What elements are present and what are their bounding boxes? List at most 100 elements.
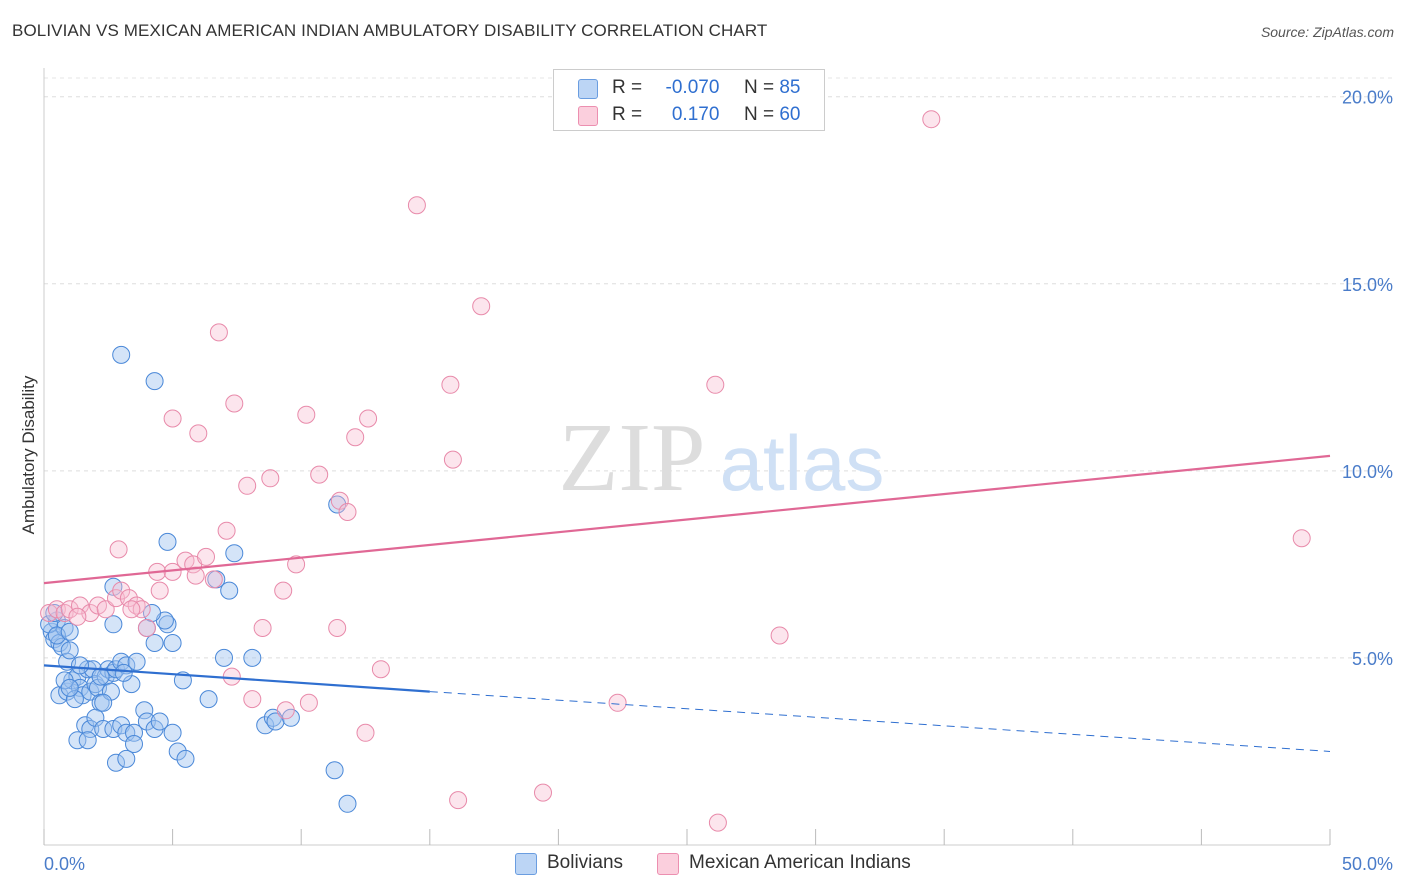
tick-labels: 5.0% 10.0% 15.0% 20.0% 0.0% 50.0% [44,88,1393,874]
bolivian-point [125,735,143,753]
bolivian-point [65,690,84,709]
watermark: ZIP atlas [559,404,885,512]
mexican-american-indian-point [122,600,141,619]
trend-line-mexican-american-indians [43,454,1331,585]
bolivian-point [168,742,187,761]
mexican-american-indian-point [217,521,236,540]
watermark-atlas: atlas [720,419,885,507]
mexican-american-indian-point [472,297,491,316]
mexican-american-indian-point [299,693,318,712]
y-tick-label: 5.0% [1352,649,1393,669]
bottom-legend-label: Mexican American Indians [689,852,911,873]
mexican-american-indian-point [338,503,357,521]
mexican-american-indian-point [922,110,941,129]
bolivian-point [266,712,285,731]
bolivian-point [215,648,233,667]
correlation-legend: R = -0.070 N = 85 R = 0.170 N = 60 [553,69,825,131]
mexican-american-indian-point [96,600,115,619]
mexican-american-indian-point [112,581,131,600]
mexican-american-indian-point [449,791,468,810]
chart-title: BOLIVIAN VS MEXICAN AMERICAN INDIAN AMBU… [12,21,768,40]
bolivian-point [68,731,87,750]
mexican-american-indian-point [770,626,789,645]
y-tick-label: 10.0% [1342,462,1393,482]
legend-swatch-blue [578,79,598,99]
mexican-american-indian-point [261,469,280,488]
mexican-american-indian-point [407,196,426,215]
mexican-american-indian-point [274,581,293,600]
bolivian-point [94,693,113,712]
legend-n-label: N = [743,104,775,125]
bolivian-point [137,712,156,731]
bolivian-point [107,753,125,772]
legend-r-label: R = [612,77,643,98]
bolivian-point [225,544,244,563]
trend-lines [43,454,1331,752]
bolivian-point [256,716,275,735]
mexican-american-indian-point [443,450,462,469]
chart-source: Source: ZipAtlas.com [1260,24,1394,40]
bolivian-point [71,656,89,675]
bolivian-point [163,723,182,742]
bolivian-point [163,634,182,652]
trend-line-bolivians-extrapolated [429,691,1331,752]
mexican-american-indian-point [1292,529,1311,548]
bolivian-point [338,794,357,813]
mexican-american-indian-point [189,424,208,443]
bolivian-point [243,648,262,667]
legend-r-value: 0.170 [671,104,720,125]
mexican-american-indian-point [238,476,257,495]
trend-line-bolivians [43,664,430,693]
axes [43,68,1331,846]
bolivian-point [145,372,164,391]
mexican-american-indian-point [68,607,87,626]
bottom-legend-label: Bolivians [547,852,624,873]
bolivian-point [60,622,79,641]
x-tick-label: 50.0% [1342,854,1393,874]
mexican-american-indian-point [163,409,182,428]
bolivian-point [199,690,218,709]
mexican-american-indian-point [119,589,138,608]
bolivian-point [78,731,97,750]
bolivian-point [176,749,195,768]
mexican-american-indian-point [222,667,241,686]
bolivian-point [150,712,169,731]
x-tick-label: 0.0% [44,854,85,874]
bolivian-point [117,749,136,768]
legend-n-value: 85 [779,77,801,98]
mexican-american-indian-point [346,428,365,447]
bolivian-point [114,663,133,682]
bolivian-point [112,345,131,364]
bolivian-point [60,678,79,697]
y-axis-label: Ambulatory Disability [19,375,38,534]
gridlines [44,77,1392,659]
bolivian-point [158,532,177,551]
mexican-american-indian-point [109,540,128,559]
mexican-american-indian-point [243,690,262,709]
bottom-legend-swatch-blue [515,853,537,875]
mexican-american-indian-point [287,555,306,574]
y-tick-label: 15.0% [1342,275,1393,295]
legend-r-label: R = [612,104,643,125]
bolivian-point [220,581,239,600]
mexican-american-indian-point [276,701,295,720]
mexican-american-indian-point [204,570,223,589]
mexican-american-indian-point [132,600,151,619]
mexican-american-indian-point [209,323,228,342]
watermark-zip: ZIP [559,404,706,512]
legend-n-value: 60 [779,104,801,125]
legend-n-label: N = [743,77,775,98]
legend-r-value: -0.070 [665,77,720,98]
mexican-american-indian-point [310,465,329,484]
mexican-american-indian-point [150,581,169,600]
mexican-american-indian-point [441,375,460,394]
series-mexican-american-indians [40,110,1311,832]
mexican-american-indian-point [708,813,727,832]
bolivian-point [145,634,164,652]
bolivian-point [94,720,113,738]
bolivian-point [55,619,74,637]
mexican-american-indian-point [71,596,89,615]
mexican-american-indian-point [371,660,390,679]
bolivian-point [71,678,89,697]
